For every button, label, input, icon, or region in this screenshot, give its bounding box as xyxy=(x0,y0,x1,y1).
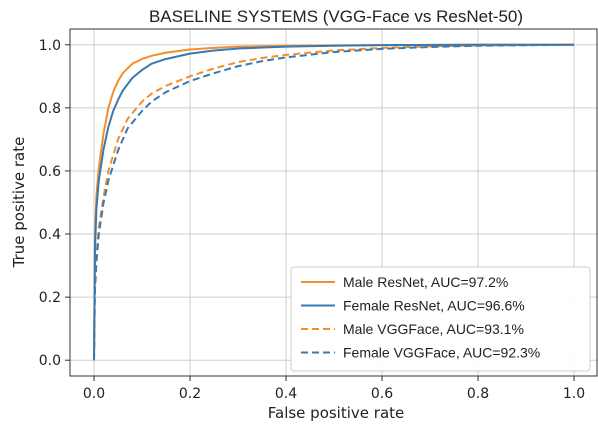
y-tick-label: 0.0 xyxy=(39,353,61,369)
y-tick-label: 0.6 xyxy=(39,164,61,180)
legend-entry-label: Male VGGFace, AUC=93.1% xyxy=(343,321,524,337)
legend-entry-label: Male ResNet, AUC=97.2% xyxy=(343,274,508,290)
legend-entry-label: Female VGGFace, AUC=92.3% xyxy=(343,345,540,361)
chart-title: BASELINE SYSTEMS (VGG-Face vs ResNet-50) xyxy=(149,7,523,26)
y-tick-label: 0.2 xyxy=(39,290,61,306)
y-axis-label: True positive rate xyxy=(10,137,28,269)
x-axis-label: False positive rate xyxy=(268,404,405,422)
y-tick-label: 1.0 xyxy=(39,38,61,54)
x-tick-label: 0.6 xyxy=(371,386,393,402)
x-tick-label: 0.0 xyxy=(83,386,105,402)
x-tick-label: 0.2 xyxy=(179,386,201,402)
legend: Male ResNet, AUC=97.2% Female ResNet, AUC… xyxy=(291,267,590,371)
x-tick-label: 0.8 xyxy=(467,386,489,402)
legend-entry-label: Female ResNet, AUC=96.6% xyxy=(343,298,525,314)
y-tick-label: 0.4 xyxy=(39,227,61,243)
x-tick-label: 0.4 xyxy=(275,386,297,402)
y-tick-label: 0.8 xyxy=(39,101,61,117)
x-tick-label: 1.0 xyxy=(563,386,585,402)
